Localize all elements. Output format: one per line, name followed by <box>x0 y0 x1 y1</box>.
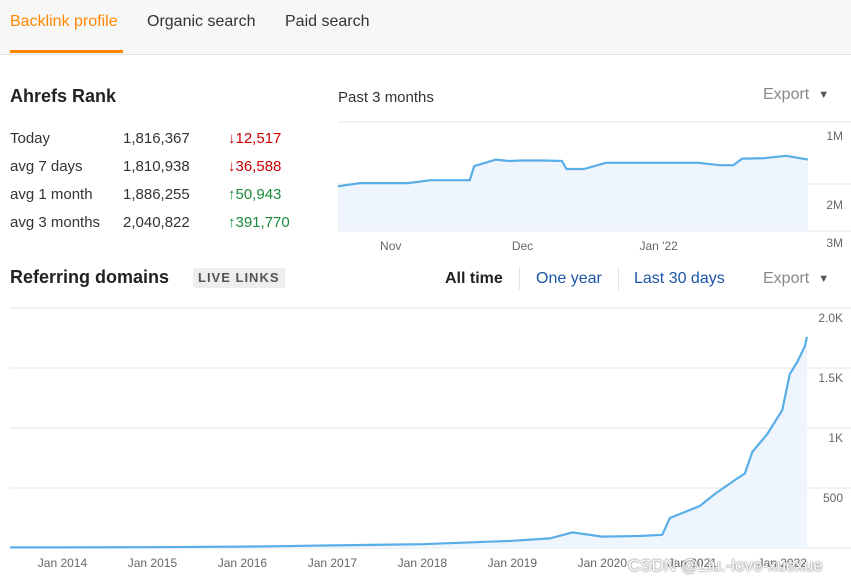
tab-paid-search[interactable]: Paid search <box>285 13 370 30</box>
rank-row-3months: avg 3 months 2,040,822 ↑391,770 <box>10 214 310 234</box>
arrow-up-icon: ↑ <box>228 186 236 203</box>
active-tab-indicator <box>10 50 123 53</box>
range-all-time[interactable]: All time <box>445 270 503 287</box>
domains-y-tick-label: 2.0K <box>818 311 843 325</box>
domains-y-tick-label: 500 <box>823 491 843 505</box>
rank-series-line <box>337 154 809 188</box>
rank-y-tick-label: 3M <box>826 236 843 250</box>
rank-x-tick-label: Dec <box>512 239 533 253</box>
domains-x-tick-label: Jan 2019 <box>488 556 538 570</box>
rank-label: avg 7 days <box>10 158 83 175</box>
rank-area-fill <box>338 155 808 231</box>
rank-x-tick-label: Nov <box>380 239 401 253</box>
tab-bar: Backlink profile Organic search Paid sea… <box>0 0 851 55</box>
caret-down-icon: ▼ <box>818 89 830 101</box>
referring-domains-title: Referring domains <box>10 267 170 287</box>
rank-x-tick-label: Jan '22 <box>639 239 678 253</box>
rank-value: 1,886,255 <box>123 186 190 203</box>
range-divider <box>618 268 619 290</box>
domains-series-line <box>10 336 809 549</box>
domains-x-tick-label: Jan 2022 <box>758 556 808 570</box>
rank-value: 1,816,367 <box>123 130 190 147</box>
range-last-30-days[interactable]: Last 30 days <box>634 270 725 287</box>
domains-x-tick-label: Jan 2020 <box>578 556 628 570</box>
arrow-up-icon: ↑ <box>228 214 236 231</box>
domains-area-fill <box>10 336 807 548</box>
domains-y-tick-label: 1K <box>828 431 843 445</box>
live-links-badge[interactable]: LIVE LINKS <box>193 268 285 288</box>
rank-row-1month: avg 1 month 1,886,255 ↑50,943 <box>10 186 310 206</box>
rank-label: Today <box>10 130 51 147</box>
rank-change: ↑50,943 <box>228 186 282 203</box>
rank-y-tick-label: 2M <box>826 198 843 212</box>
tab-backlink-profile[interactable]: Backlink profile <box>10 13 118 30</box>
domains-x-tick-label: Jan 2018 <box>398 556 448 570</box>
rank-value: 2,040,822 <box>123 214 190 231</box>
domains-x-tick-label: Jan 2017 <box>308 556 358 570</box>
rank-label: avg 3 months <box>10 214 101 231</box>
domains-x-tick-label: Jan 2021 <box>668 556 718 570</box>
range-divider <box>519 268 520 290</box>
rank-row-today: Today 1,816,367 ↓12,517 <box>10 130 310 150</box>
domains-x-tick-label: Jan 2015 <box>128 556 178 570</box>
ahrefs-rank-title: Ahrefs Rank <box>10 86 117 106</box>
rank-export-button[interactable]: Export ▼ <box>763 86 830 103</box>
rank-change: ↑391,770 <box>228 214 290 231</box>
rank-y-tick-label: 1M <box>826 129 843 143</box>
rank-change: ↓36,588 <box>228 158 282 175</box>
domains-x-tick-label: Jan 2014 <box>38 556 88 570</box>
range-one-year[interactable]: One year <box>536 270 602 287</box>
period-label: Past 3 months <box>338 89 434 106</box>
caret-down-icon: ▼ <box>818 273 830 285</box>
domains-x-tick-label: Jan 2016 <box>218 556 268 570</box>
rank-row-7days: avg 7 days 1,810,938 ↓36,588 <box>10 158 310 178</box>
rank-change: ↓12,517 <box>228 130 282 147</box>
tab-organic-search[interactable]: Organic search <box>147 13 256 30</box>
arrow-down-icon: ↓ <box>228 158 236 175</box>
rank-value: 1,810,938 <box>123 158 190 175</box>
arrow-down-icon: ↓ <box>228 130 236 147</box>
watermark-text: CSDN @Liu.-love-xuexue <box>628 556 823 575</box>
domains-y-tick-label: 1.5K <box>818 371 843 385</box>
rank-label: avg 1 month <box>10 186 93 203</box>
domains-export-button[interactable]: Export ▼ <box>763 270 830 287</box>
